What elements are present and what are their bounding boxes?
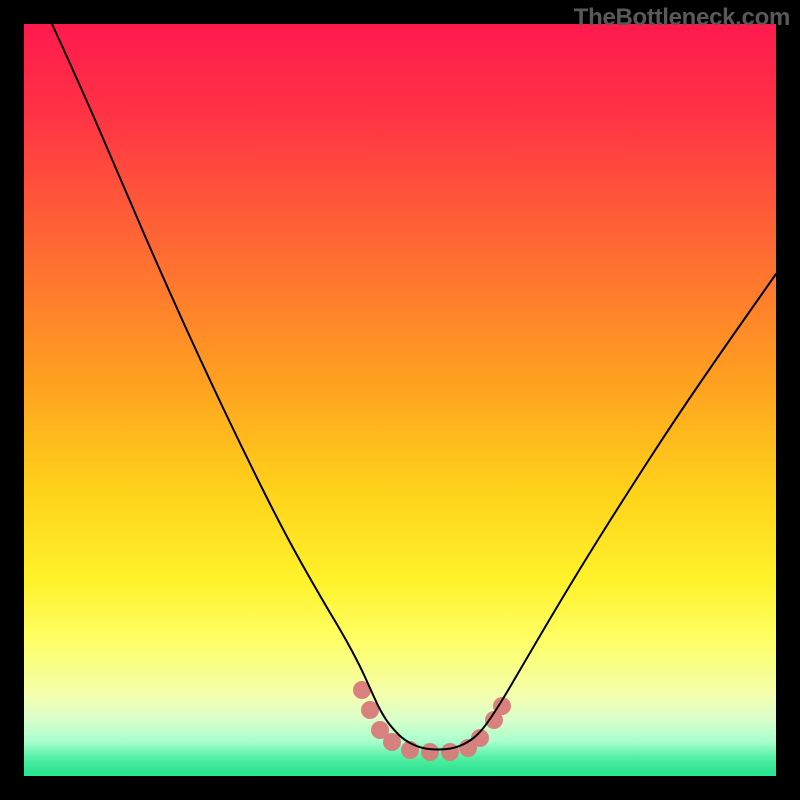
chart-container: TheBottleneck.com (0, 0, 800, 800)
bottleneck-curve-chart (0, 0, 800, 800)
curve-marker (441, 743, 459, 761)
plot-background (24, 24, 776, 776)
watermark-text: TheBottleneck.com (574, 4, 790, 32)
curve-marker (421, 743, 439, 761)
